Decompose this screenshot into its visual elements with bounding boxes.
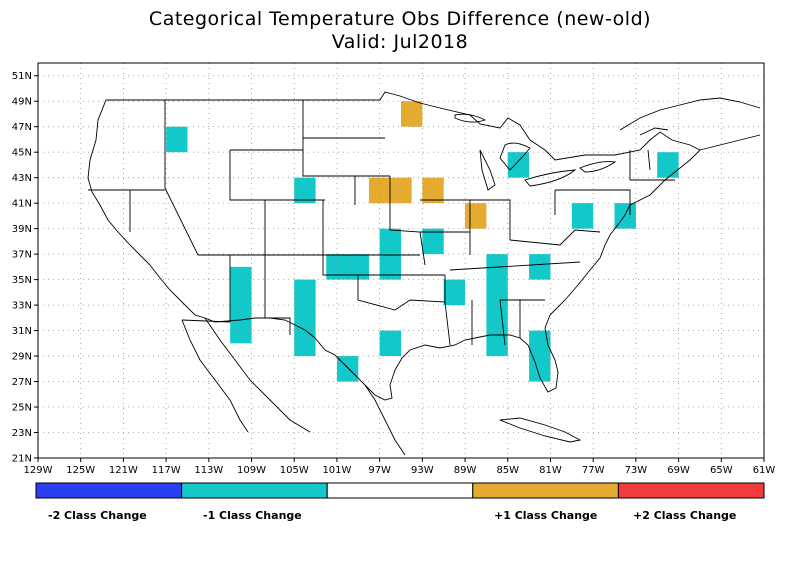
legend-label-plus2: +2 Class Change [633, 509, 737, 522]
great-lakes [454, 113, 617, 191]
lat-tick-label: 21N [12, 454, 32, 465]
state-line [88, 100, 675, 346]
cool-cell-8 [422, 228, 444, 255]
lat-tick-label: 41N [12, 199, 32, 210]
lat-tick-label: 49N [12, 97, 32, 108]
cool-cell-12 [529, 254, 551, 280]
cool-cell-10 [486, 254, 508, 357]
legend-swatch-3 [472, 482, 619, 499]
lon-tick-label: 113W [194, 465, 223, 476]
lon-tick-label: 81W [539, 465, 562, 476]
legend-label-minus1: -1 Class Change [203, 509, 302, 522]
lon-tick-label: 85W [496, 465, 519, 476]
lon-tick-label: 101W [322, 465, 351, 476]
cool-cell-13 [529, 330, 551, 382]
lon-tick-label: 77W [582, 465, 605, 476]
lon-tick-label: 121W [109, 465, 138, 476]
cool-cell-4 [326, 254, 369, 280]
lat-tick-label: 27N [12, 377, 32, 388]
state-boundaries [87, 91, 761, 456]
cool-cell-3 [294, 279, 316, 357]
lat-tick-label: 39N [12, 224, 32, 235]
legend-swatch-0 [35, 482, 183, 499]
map-title: Categorical Temperature Obs Difference (… [148, 8, 652, 30]
legend-label-minus2: -2 Class Change [48, 509, 147, 522]
axis-labels: 51N 49N 47N 45N 43N 41N 39N 37N 35N 33N 31N 29N 27N 2… [12, 71, 776, 476]
lon-tick-label: 93W [411, 465, 434, 476]
map-frame [37, 62, 765, 459]
lat-tick-label: 31N [12, 326, 32, 337]
cool-cell-0 [166, 126, 188, 153]
cool-cell-1 [294, 177, 316, 204]
mexico-coast [181, 317, 406, 456]
warm-cell-19 [401, 101, 423, 127]
cool-cell-16 [657, 152, 679, 178]
graticule [37, 63, 765, 459]
map-subtitle: Valid: Jul2018 [331, 31, 469, 53]
cool-cell-11 [507, 152, 530, 178]
lon-tick-label: 109W [237, 465, 266, 476]
lat-tick-label: 35N [12, 275, 32, 286]
cool-cell-7 [379, 330, 401, 357]
lon-tick-label: 125W [66, 465, 95, 476]
legend-swatch-2 [326, 482, 474, 499]
lat-tick-label: 25N [12, 403, 32, 414]
legend-bar [35, 482, 765, 499]
lon-tick-label: 117W [152, 465, 181, 476]
canada-coast [619, 97, 761, 151]
cool-cell-2 [230, 266, 252, 344]
lat-tick-label: 43N [12, 173, 32, 184]
lat-tick-label: 33N [12, 301, 32, 312]
lat-tick-label: 23N [12, 428, 32, 439]
legend-swatch-1 [181, 482, 328, 499]
lon-tick-label: 61W [753, 465, 776, 476]
legend-label-plus1: +1 Class Change [494, 509, 598, 522]
lat-tick-label: 37N [12, 250, 32, 261]
anomaly-cells [166, 101, 679, 382]
cool-cell-14 [571, 203, 594, 229]
lon-tick-label: 129W [24, 465, 53, 476]
lat-tick-label: 51N [12, 71, 32, 82]
cuba [499, 417, 582, 443]
legend-swatch-4 [617, 482, 765, 499]
lat-tick-label: 29N [12, 352, 32, 363]
lon-tick-label: 97W [368, 465, 391, 476]
lon-tick-label: 89W [454, 465, 477, 476]
lat-tick-label: 45N [12, 148, 32, 159]
lat-tick-label: 47N [12, 122, 32, 133]
cool-cell-6 [379, 228, 401, 280]
warm-cell-20 [465, 203, 487, 229]
lon-tick-label: 65W [710, 465, 733, 476]
lon-tick-label: 105W [280, 465, 309, 476]
lon-tick-label: 69W [667, 465, 690, 476]
cool-cell-9 [443, 279, 466, 306]
lon-tick-label: 73W [625, 465, 648, 476]
us-outline [87, 91, 701, 401]
warm-cell-18 [422, 177, 444, 204]
